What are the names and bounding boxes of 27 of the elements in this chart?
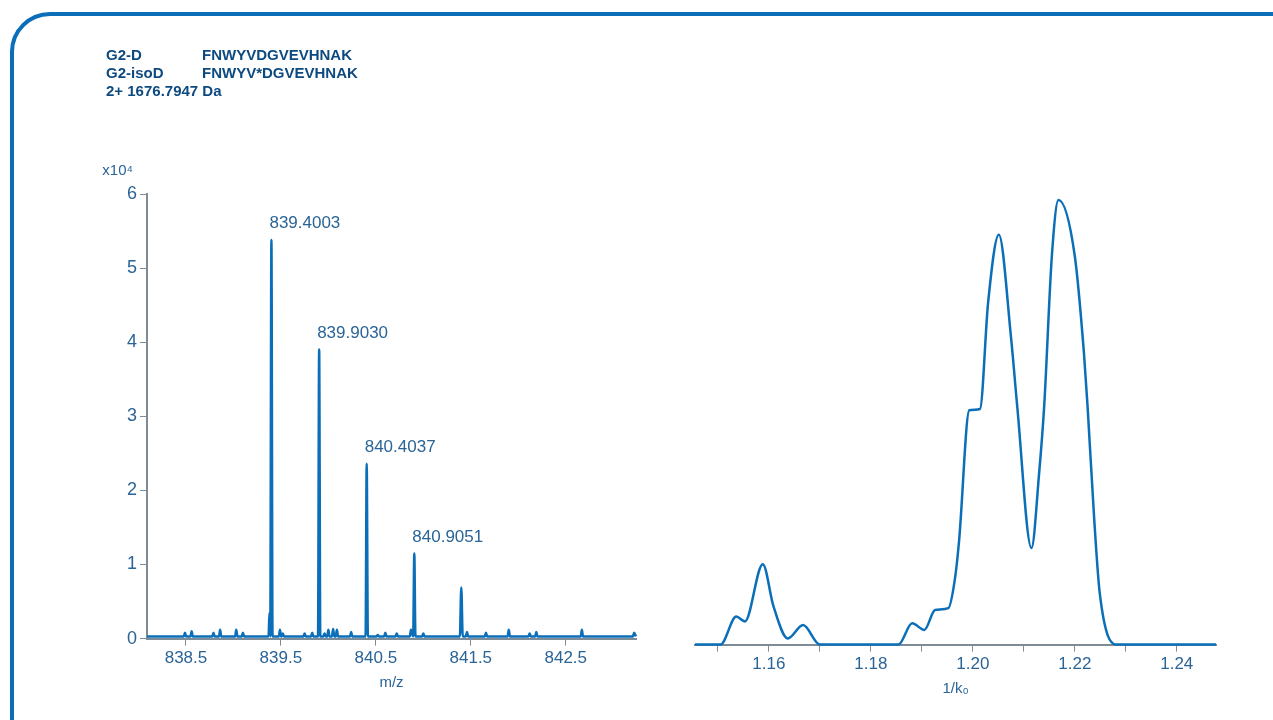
y-tick-label: 1 [127, 553, 138, 574]
y-tick-label: 3 [127, 405, 138, 426]
y-tick-label: 2 [127, 479, 138, 500]
annotation: 840.9051 [412, 526, 484, 546]
y-axis-title: x10⁴ [102, 160, 134, 178]
x-axis-title: m/z [379, 673, 404, 691]
text: 2+ 1676.7947 Da [106, 82, 223, 100]
text: G2-isoD FNWYV*DGVEVHNAK [106, 64, 358, 81]
x-tick-label: 1.24 [1160, 654, 1194, 674]
x-tick-label: 840.5 [354, 648, 398, 668]
y-tick-label: 4 [127, 331, 138, 352]
y-tick-label: 6 [127, 182, 138, 203]
y-tick-label: 5 [127, 257, 138, 278]
annotation: 839.4003 [269, 213, 341, 233]
x-tick-label: 842.5 [544, 648, 588, 668]
x-tick-label: 839.5 [259, 648, 303, 668]
x-tick-label: 1.20 [956, 654, 990, 674]
x-tick-label: 841.5 [449, 648, 493, 668]
x-tick-label: 1.22 [1058, 654, 1092, 674]
x-tick-label: 838.5 [164, 648, 208, 668]
annotation: 839.9030 [317, 322, 389, 342]
x-axis-title: 1/k₀ [942, 679, 969, 697]
x-tick-label: 1.18 [854, 654, 888, 674]
y-tick-label: 0 [127, 627, 138, 648]
annotation: 840.4037 [364, 436, 436, 456]
x-tick-label: 1.16 [752, 654, 786, 674]
chart-title: G2-D FNWYVDGVEVHNAK [106, 46, 353, 63]
